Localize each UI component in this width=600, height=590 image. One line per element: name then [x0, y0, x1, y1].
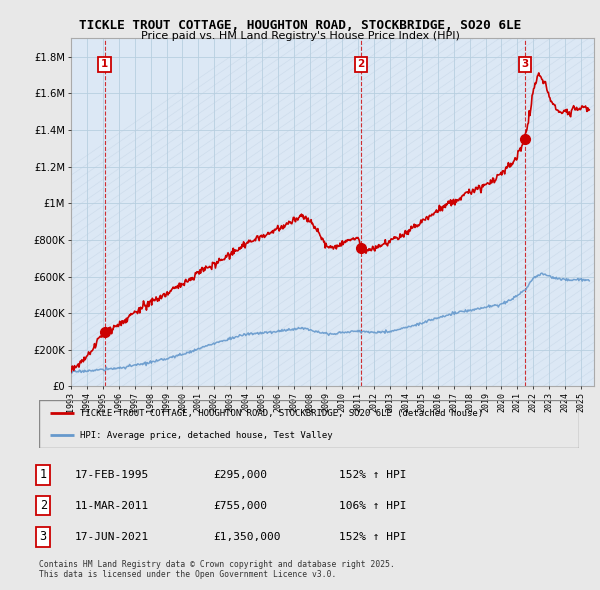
Text: TICKLE TROUT COTTAGE, HOUGHTON ROAD, STOCKBRIDGE, SO20 6LE (detached house): TICKLE TROUT COTTAGE, HOUGHTON ROAD, STO…: [79, 409, 482, 418]
Text: 1: 1: [101, 60, 108, 70]
Text: 106% ↑ HPI: 106% ↑ HPI: [339, 501, 407, 510]
Text: 3: 3: [40, 530, 47, 543]
Text: 1: 1: [40, 468, 47, 481]
Text: 152% ↑ HPI: 152% ↑ HPI: [339, 532, 407, 542]
Text: 17-JUN-2021: 17-JUN-2021: [75, 532, 149, 542]
Text: Price paid vs. HM Land Registry's House Price Index (HPI): Price paid vs. HM Land Registry's House …: [140, 31, 460, 41]
Text: 152% ↑ HPI: 152% ↑ HPI: [339, 470, 407, 480]
Text: 11-MAR-2011: 11-MAR-2011: [75, 501, 149, 510]
Text: 2: 2: [358, 60, 365, 70]
Text: £1,350,000: £1,350,000: [213, 532, 281, 542]
Text: £295,000: £295,000: [213, 470, 267, 480]
Text: 3: 3: [521, 60, 529, 70]
Text: HPI: Average price, detached house, Test Valley: HPI: Average price, detached house, Test…: [79, 431, 332, 440]
Text: £755,000: £755,000: [213, 501, 267, 510]
Text: Contains HM Land Registry data © Crown copyright and database right 2025.
This d: Contains HM Land Registry data © Crown c…: [39, 560, 395, 579]
Text: TICKLE TROUT COTTAGE, HOUGHTON ROAD, STOCKBRIDGE, SO20 6LE: TICKLE TROUT COTTAGE, HOUGHTON ROAD, STO…: [79, 19, 521, 32]
Text: 17-FEB-1995: 17-FEB-1995: [75, 470, 149, 480]
Text: 2: 2: [40, 499, 47, 512]
